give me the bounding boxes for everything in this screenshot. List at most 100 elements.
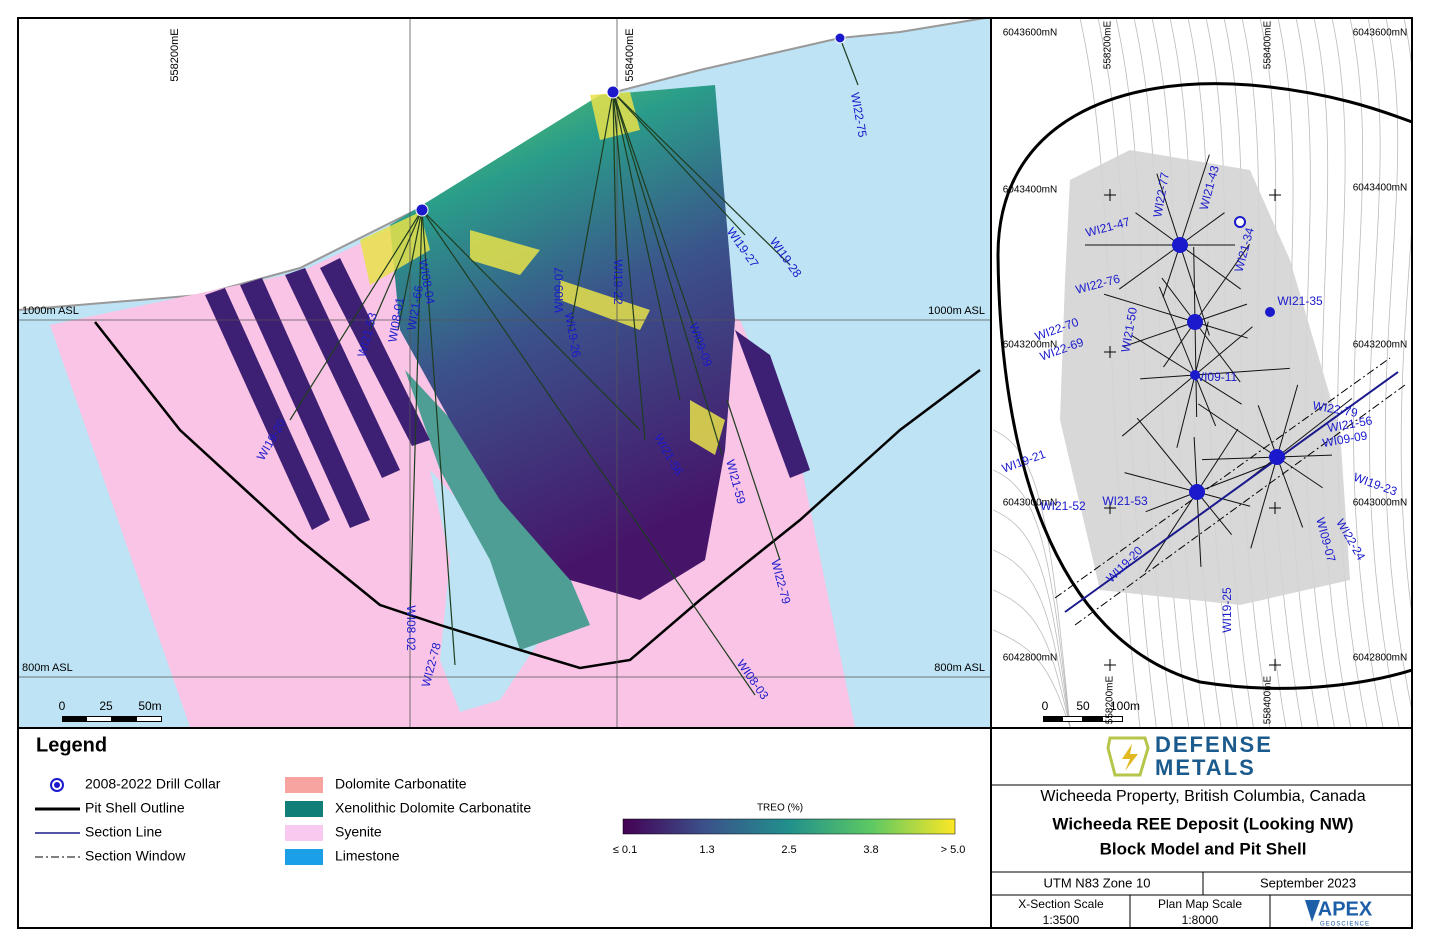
- scale-label: Plan Map Scale: [1158, 897, 1242, 911]
- drill-trace: [421, 209, 641, 431]
- air: [18, 18, 990, 310]
- section-window: [1074, 384, 1406, 626]
- drill-trace: [1193, 437, 1198, 493]
- drill-trace: [1276, 456, 1323, 489]
- drill-trace: [839, 37, 859, 86]
- grid-label: 6043600mN: [1003, 28, 1057, 39]
- drill-trace: [1144, 491, 1198, 572]
- drill-hole-label: WI21-53: [1102, 494, 1148, 508]
- contour: [1384, 18, 1412, 713]
- drill-trace: [421, 209, 756, 696]
- colorbar-label: 1.3: [699, 844, 714, 856]
- logo-text: DEFENSE: [1155, 732, 1273, 757]
- drill-trace: [1194, 321, 1209, 376]
- legend-item: Xenolithic Dolomite Carbonatite: [335, 800, 531, 816]
- drill-trace: [612, 91, 746, 236]
- drill-trace: [1161, 277, 1196, 323]
- legend-item: Dolomite Carbonatite: [335, 776, 467, 792]
- legend-item: Syenite: [335, 824, 382, 840]
- drill-trace: [612, 91, 791, 266]
- drill-hole-label: WI08-02: [404, 605, 418, 651]
- drill-trace: [1193, 247, 1196, 323]
- scale-label: 0: [1042, 699, 1049, 713]
- drill-trace: [1257, 405, 1278, 458]
- drill-trace: [1136, 417, 1198, 493]
- drill-trace: [1124, 472, 1198, 493]
- projection: UTM N83 Zone 10: [1044, 875, 1151, 890]
- drill-trace: [1145, 491, 1198, 513]
- drill-trace: [1135, 212, 1181, 246]
- legend-title: Legend: [36, 734, 107, 756]
- legend-symbols: [35, 777, 956, 865]
- legend-item: Limestone: [335, 848, 400, 864]
- scale-label: X-Section Scale: [1018, 897, 1104, 911]
- drill-trace: [1121, 374, 1196, 437]
- grid-label: 800m ASL: [22, 662, 73, 674]
- drill-trace: [1158, 286, 1196, 376]
- legend-item: Section Line: [85, 824, 162, 840]
- contour: [993, 509, 1071, 727]
- contour: [1367, 18, 1400, 727]
- contour: [1417, 18, 1430, 727]
- block-model: [390, 85, 735, 600]
- title: Block Model and Pit Shell: [1100, 839, 1307, 858]
- drill-trace: [612, 91, 681, 401]
- drill-trace: [1123, 321, 1196, 347]
- drill-trace: [1194, 374, 1242, 405]
- drill-trace: [1162, 244, 1181, 298]
- contour: [993, 589, 1071, 727]
- section-view: [18, 18, 990, 727]
- drill-trace: [1104, 293, 1196, 323]
- drill-trace: [1196, 491, 1233, 536]
- contour: [1400, 18, 1412, 619]
- drill-hole-label: WI09-07: [552, 267, 566, 313]
- contour: [993, 429, 1071, 727]
- drill-hole-label: WI19-25: [1220, 587, 1234, 633]
- drill-hole-label: WI21-52: [1040, 499, 1086, 513]
- scale-bar: [1063, 717, 1082, 721]
- pit-shell: [94, 321, 981, 670]
- purple-bands: [205, 258, 810, 530]
- contour: [993, 469, 1071, 727]
- drill-trace: [1276, 456, 1304, 528]
- drill-hole-label: WI21-35: [1277, 294, 1323, 308]
- logo-text: METALS: [1155, 755, 1256, 780]
- colorbar-label: > 5.0: [941, 844, 966, 856]
- scale-label: 100m: [1110, 699, 1140, 713]
- drill-trace: [726, 399, 781, 561]
- drill-trace: [1179, 154, 1210, 246]
- scale-value: 1:8000: [1182, 913, 1219, 927]
- grid-label: 6043000mN: [1003, 498, 1057, 509]
- scale-bar: [1103, 717, 1122, 721]
- drill-trace: [1119, 244, 1181, 290]
- property: Wicheeda Property, British Columbia, Can…: [1040, 788, 1365, 805]
- colorbar-label: 2.5: [781, 844, 796, 856]
- grid-label: 6043400mN: [1003, 185, 1057, 196]
- legend-item: Section Window: [85, 848, 186, 864]
- plan-view: [993, 18, 1430, 727]
- section-line: [1064, 371, 1399, 613]
- scale-bar: [87, 717, 111, 721]
- drill-trace: [569, 91, 614, 331]
- grid-label: 800m ASL: [934, 662, 985, 674]
- scale-bar: [137, 717, 161, 721]
- contour: [993, 549, 1071, 727]
- scale-value: 1:3500: [1043, 913, 1080, 927]
- contour: [1331, 18, 1368, 727]
- grid-label: 6043200mN: [1353, 340, 1407, 351]
- scale-bar: [1043, 716, 1123, 722]
- drill-trace: [1276, 454, 1332, 458]
- drill-trace: [1194, 326, 1253, 376]
- frames: [17, 17, 1413, 929]
- drill-trace: [1196, 491, 1202, 567]
- pit-outline: [996, 82, 1412, 690]
- drill-trace: [1140, 374, 1196, 380]
- drill-trace: [1194, 243, 1250, 323]
- drill-trace: [1194, 374, 1217, 427]
- grid-label: 6043400mN: [1353, 183, 1407, 194]
- drill-trace: [1131, 334, 1196, 376]
- scale-bar: [62, 716, 162, 722]
- drill-trace: [1179, 212, 1225, 246]
- drill-traces: [289, 37, 859, 696]
